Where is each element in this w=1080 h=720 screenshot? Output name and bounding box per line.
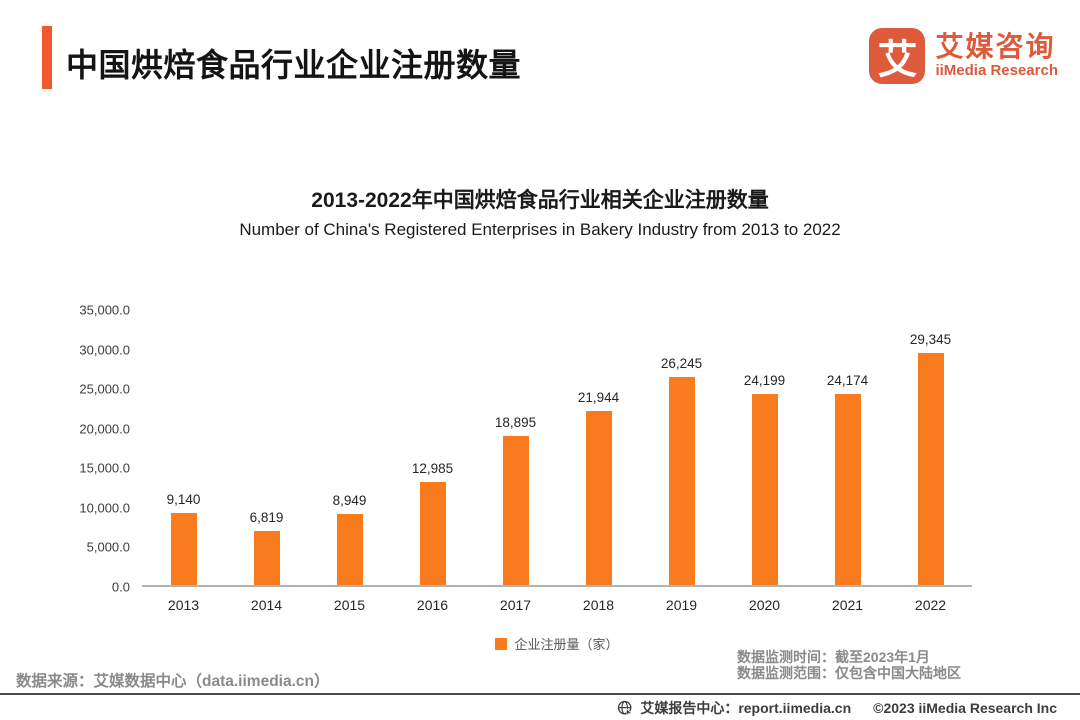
report-center-text: 艾媒报告中心：report.iimedia.cn xyxy=(640,700,852,716)
bar-value-label: 18,895 xyxy=(494,414,537,430)
y-tick-label: 5,000.0 xyxy=(86,539,130,555)
globe-cursor-icon xyxy=(618,700,634,717)
x-tick-label: 2019 xyxy=(665,597,698,613)
bar-group-2019: 26,245 xyxy=(640,310,723,585)
y-tick-label: 30,000.0 xyxy=(79,342,130,358)
bar-value-label: 29,345 xyxy=(909,331,952,347)
x-tick-label: 2021 xyxy=(831,597,864,613)
x-tick-label: 2018 xyxy=(582,597,615,613)
iimedia-logo-text: 艾媒咨询 iiMedia Research xyxy=(935,32,1058,80)
bar-value-label: 24,199 xyxy=(743,372,786,388)
chart-subtitle: Number of China's Registered Enterprises… xyxy=(239,220,841,239)
bar xyxy=(502,435,529,585)
bar-group-2020: 24,199 xyxy=(723,310,806,585)
bar xyxy=(253,531,280,585)
bar xyxy=(751,393,778,585)
page-title: 中国烘焙食品行业企业注册数量 xyxy=(66,47,522,83)
bar-value-label: 12,985 xyxy=(411,461,454,477)
x-tick-label: 2013 xyxy=(167,597,200,613)
bar-value-label: 24,174 xyxy=(826,372,869,388)
bar xyxy=(834,393,861,585)
x-axis: 2013 2014 2015 2016 2017 2018 2019 2020 2021 2022 xyxy=(142,597,972,613)
x-tick-label: 2014 xyxy=(250,597,283,613)
bar xyxy=(336,514,363,585)
bar-group-2015: 8,949 xyxy=(308,310,391,585)
x-tick-label: 2016 xyxy=(416,597,449,613)
x-tick-label: 2017 xyxy=(499,597,532,613)
y-tick-label: 0.0 xyxy=(111,579,130,595)
bar-value-label: 9,140 xyxy=(166,491,201,507)
bar xyxy=(585,411,612,585)
bar-group-2018: 21,944 xyxy=(557,310,640,585)
bar xyxy=(668,377,695,585)
bar-value-label: 21,944 xyxy=(577,390,620,406)
monitor-scope: 数据监测范围：仅包含中国大陆地区 xyxy=(737,665,961,681)
y-tick-label: 20,000.0 xyxy=(79,421,130,437)
bar xyxy=(419,482,446,585)
data-monitor-note: 数据监测时间：截至2023年1月 数据监测范围：仅包含中国大陆地区 xyxy=(737,649,961,681)
y-tick-label: 15,000.0 xyxy=(79,460,130,476)
footer: 艾媒报告中心：report.iimedia.cn ©2023 iiMedia R… xyxy=(617,699,1057,717)
bar-group-2016: 12,985 xyxy=(391,310,474,585)
bar-group-2014: 6,819 xyxy=(225,310,308,585)
y-axis: 35,000.0 30,000.0 25,000.0 20,000.0 15,000.0… xyxy=(38,303,130,595)
y-tick-label: 35,000.0 xyxy=(79,302,130,318)
legend-label: 企业注册量（家） xyxy=(514,637,619,652)
bar-value-label: 8,949 xyxy=(332,493,367,509)
legend-swatch xyxy=(495,637,508,650)
bar-value-label: 26,245 xyxy=(660,356,703,372)
monitor-time: 数据监测时间：截至2023年1月 xyxy=(737,649,930,665)
y-tick-label: 25,000.0 xyxy=(79,381,130,397)
y-tick-label: 10,000.0 xyxy=(79,500,130,516)
x-tick-label: 2015 xyxy=(333,597,366,613)
bar-group-2022: 29,345 xyxy=(889,310,972,585)
title-accent-bar xyxy=(42,26,52,89)
footer-divider xyxy=(0,693,1080,695)
iimedia-logo: 艾 艾媒咨询 iiMedia Research xyxy=(869,28,1058,84)
bar-group-2021: 24,174 xyxy=(806,310,889,585)
copyright-text: ©2023 iiMedia Research Inc xyxy=(873,700,1057,716)
chart-title: 2013-2022年中国烘焙食品行业相关企业注册数量 xyxy=(311,189,769,212)
bar xyxy=(170,512,197,585)
logo-name-en: iiMedia Research xyxy=(935,62,1058,79)
bar-group-2017: 18,895 xyxy=(474,310,557,585)
iimedia-logo-icon: 艾 xyxy=(869,28,926,84)
data-source-note: 数据来源：艾媒数据中心（data.iimedia.cn） xyxy=(16,673,330,690)
chart-legend: 企业注册量（家） xyxy=(142,634,972,653)
plot-area: 9,140 6,819 8,949 12,985 18,895 21,944 26,245 2… xyxy=(142,310,972,587)
x-tick-label: 2020 xyxy=(748,597,781,613)
bar xyxy=(917,352,944,585)
x-tick-label: 2022 xyxy=(914,597,947,613)
logo-name-cn: 艾媒咨询 xyxy=(935,31,1056,62)
bar-group-2013: 9,140 xyxy=(142,310,225,585)
bar-chart: 35,000.0 30,000.0 25,000.0 20,000.0 15,000.0… xyxy=(38,303,972,595)
bar-value-label: 6,819 xyxy=(249,510,284,525)
